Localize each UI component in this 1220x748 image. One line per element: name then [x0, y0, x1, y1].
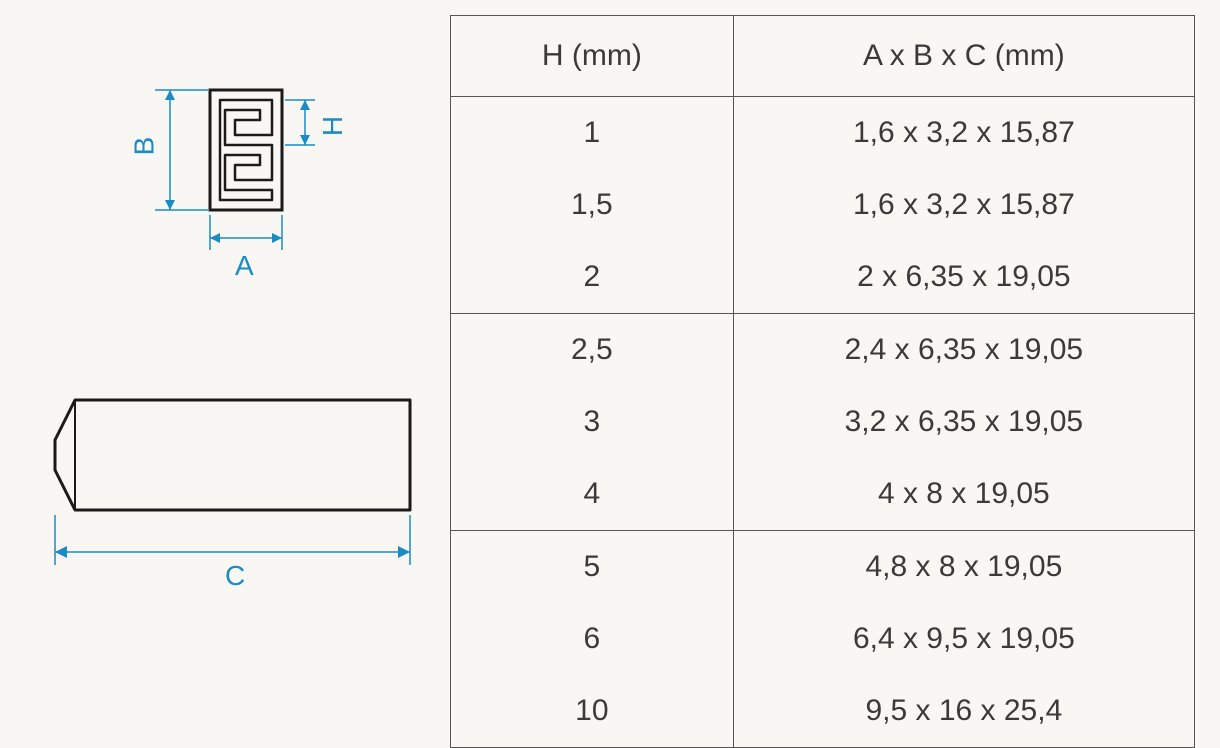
dim-label-c: C [225, 560, 245, 592]
dim-label-b: B [128, 137, 160, 156]
diagram-area: B H A C [30, 30, 430, 630]
cell-h: 4 [451, 458, 734, 531]
cell-h: 3 [451, 386, 734, 458]
table-row: 2 2 x 6,35 x 19,05 [451, 241, 1195, 314]
table-row: 5 4,8 x 8 x 19,05 [451, 531, 1195, 604]
table-row: 1,5 1,6 x 3,2 x 15,87 [451, 169, 1195, 241]
table-header-row: H (mm) A x B x C (mm) [451, 16, 1195, 97]
page-container: B H A C H (mm) A x B x C (mm) [0, 0, 1220, 663]
cell-h: 1,5 [451, 169, 734, 241]
cell-abc: 1,6 x 3,2 x 15,87 [733, 169, 1194, 241]
table-row: 3 3,2 x 6,35 x 19,05 [451, 386, 1195, 458]
table-row: 6 6,4 x 9,5 x 19,05 [451, 603, 1195, 675]
cell-abc: 6,4 x 9,5 x 19,05 [733, 603, 1194, 675]
cell-h: 2 [451, 241, 734, 314]
table-row: 2,5 2,4 x 6,35 x 19,05 [451, 314, 1195, 387]
cell-h: 10 [451, 675, 734, 748]
dimension-table-area: H (mm) A x B x C (mm) 1 1,6 x 3,2 x 15,8… [450, 15, 1195, 748]
cell-abc: 9,5 x 16 x 25,4 [733, 675, 1194, 748]
table-row: 1 1,6 x 3,2 x 15,87 [451, 97, 1195, 170]
cell-abc: 2,4 x 6,35 x 19,05 [733, 314, 1194, 387]
cell-abc: 4,8 x 8 x 19,05 [733, 531, 1194, 604]
header-h: H (mm) [451, 16, 734, 97]
cell-abc: 1,6 x 3,2 x 15,87 [733, 97, 1194, 170]
table-row: 10 9,5 x 16 x 25,4 [451, 675, 1195, 748]
cell-abc: 4 x 8 x 19,05 [733, 458, 1194, 531]
header-abc: A x B x C (mm) [733, 16, 1194, 97]
top-view-diagram [80, 50, 340, 280]
cell-abc: 3,2 x 6,35 x 19,05 [733, 386, 1194, 458]
cell-h: 6 [451, 603, 734, 675]
cell-h: 2,5 [451, 314, 734, 387]
dim-label-a: A [235, 250, 254, 282]
table-body: 1 1,6 x 3,2 x 15,87 1,5 1,6 x 3,2 x 15,8… [451, 97, 1195, 748]
dimension-table: H (mm) A x B x C (mm) 1 1,6 x 3,2 x 15,8… [450, 15, 1195, 748]
cell-h: 1 [451, 97, 734, 170]
table-row: 4 4 x 8 x 19,05 [451, 458, 1195, 531]
dim-label-h: H [317, 116, 349, 136]
cell-abc: 2 x 6,35 x 19,05 [733, 241, 1194, 314]
cell-h: 5 [451, 531, 734, 604]
